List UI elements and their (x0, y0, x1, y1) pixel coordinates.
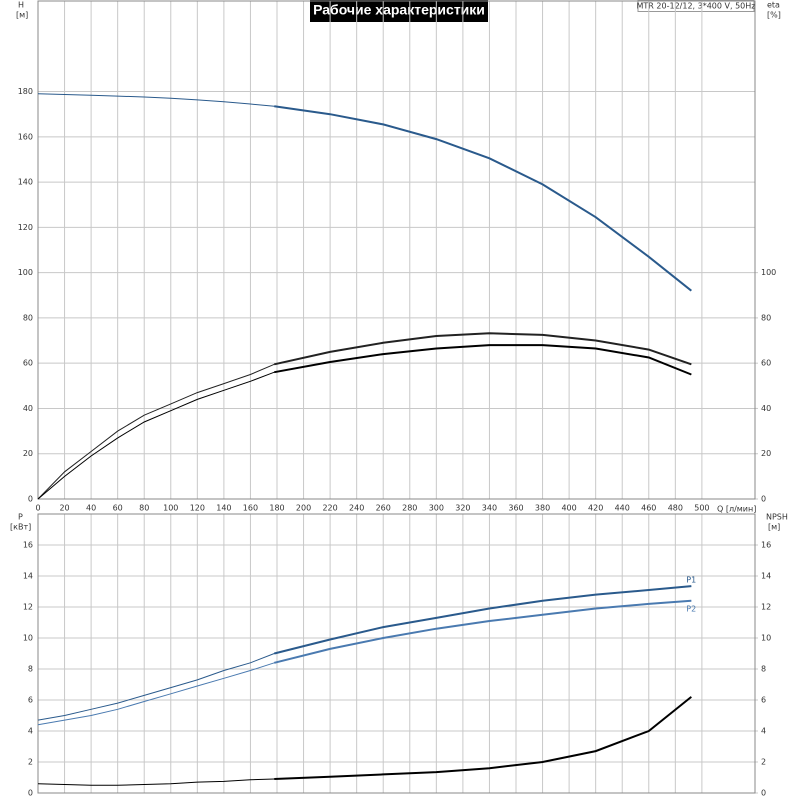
y2-tick-label: 0 (761, 495, 766, 504)
y2-axis-label: eta (767, 1, 780, 10)
plot-frame (37, 513, 756, 794)
y-tick-label: 140 (18, 178, 33, 187)
y-tick-label: 8 (28, 665, 33, 674)
x-tick-label: 160 (243, 504, 258, 513)
y-axis-label: P (18, 513, 23, 522)
y-tick-label: 40 (23, 404, 33, 413)
x-tick-label: 260 (376, 504, 391, 513)
y-tick-label: 16 (23, 541, 33, 550)
y-tick-label: 14 (23, 572, 33, 581)
x-tick-label: 0 (35, 504, 40, 513)
y2-tick-label: 4 (761, 727, 766, 736)
y2-axis-label: NPSH (766, 513, 788, 522)
y-tick-label: 60 (23, 359, 33, 368)
x-tick-label: 400 (561, 504, 576, 513)
x-tick-label: 180 (269, 504, 284, 513)
series-line-thick (274, 599, 692, 664)
x-tick-label: 80 (139, 504, 149, 513)
x-tick-label: 60 (113, 504, 123, 513)
x-tick-label: 240 (349, 504, 364, 513)
x-tick-label: 120 (190, 504, 205, 513)
x-tick-label: 420 (588, 504, 603, 513)
y-tick-label: 12 (23, 603, 33, 612)
x-tick-label: 360 (508, 504, 523, 513)
y2-tick-label: 6 (761, 696, 766, 705)
series-line-thick (274, 105, 692, 292)
y-tick-label: 80 (23, 313, 33, 322)
x-tick-label: 460 (641, 504, 656, 513)
plot-frame (37, 0, 756, 500)
y2-tick-label: 16 (761, 541, 771, 550)
y-tick-label: 180 (18, 87, 33, 96)
y-tick-label: 100 (18, 268, 33, 277)
y-tick-label: 2 (28, 758, 33, 767)
y2-tick-label: 100 (761, 268, 776, 277)
series-line-thick (274, 585, 692, 655)
series-label: P2 (686, 604, 696, 613)
x-tick-label: 20 (59, 504, 69, 513)
x-tick-label: 220 (322, 504, 337, 513)
y2-tick-label: 40 (761, 404, 771, 413)
y2-tick-label: 60 (761, 359, 771, 368)
x-tick-label: 320 (455, 504, 470, 513)
y2-tick-label: 10 (761, 634, 771, 643)
title-box (310, 0, 488, 22)
y2-tick-label: 14 (761, 572, 771, 581)
series-line-thick (274, 344, 692, 376)
x-tick-label: 340 (482, 504, 497, 513)
y-tick-label: 120 (18, 223, 33, 232)
y-tick-label: 160 (18, 132, 33, 141)
y2-tick-label: 0 (761, 789, 766, 798)
x-tick-label: 300 (429, 504, 444, 513)
y-tick-label: 10 (23, 634, 33, 643)
x-tick-label: 280 (402, 504, 417, 513)
y2-tick-label: 12 (761, 603, 771, 612)
y2-tick-label: 8 (761, 665, 766, 674)
y-tick-label: 6 (28, 696, 33, 705)
y2-tick-label: 80 (761, 313, 771, 322)
y2-axis-unit: [%] (767, 11, 781, 20)
x-tick-label: 440 (615, 504, 630, 513)
y-axis-unit: [м] (16, 11, 28, 20)
x-tick-label: 200 (296, 504, 311, 513)
model-label: MTR 20-12/12, 3*400 V, 50Hz (637, 2, 756, 11)
y-tick-label: 0 (28, 789, 33, 798)
series-label: P1 (686, 576, 696, 585)
y2-tick-label: 2 (761, 758, 766, 767)
series-line-thick (274, 332, 692, 366)
y-tick-label: 0 (28, 495, 33, 504)
y-axis-unit: [кВт] (10, 523, 31, 532)
x-tick-label: 100 (163, 504, 178, 513)
x-axis-label: Q [л/мин] (717, 505, 756, 514)
chart-title: Рабочие характеристики (313, 2, 485, 18)
x-tick-label: 500 (694, 504, 709, 513)
x-tick-label: 480 (668, 504, 683, 513)
x-tick-label: 380 (535, 504, 550, 513)
x-tick-label: 140 (216, 504, 231, 513)
series-line-thick (274, 696, 692, 780)
y-axis-label: H (18, 1, 24, 10)
y2-tick-label: 20 (761, 449, 771, 458)
y2-axis-unit: [м] (768, 523, 780, 532)
y-tick-label: 4 (28, 727, 33, 736)
x-tick-label: 40 (86, 504, 96, 513)
y-tick-label: 20 (23, 449, 33, 458)
